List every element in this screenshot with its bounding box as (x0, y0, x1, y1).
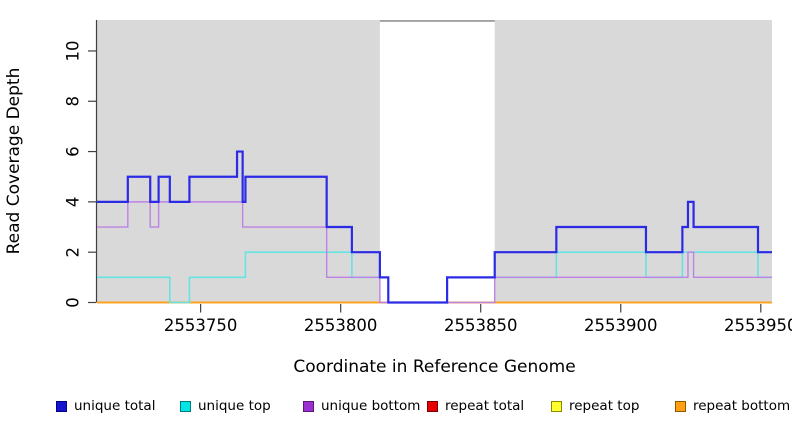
highlight-band (379, 21, 495, 303)
x-tick-label: 2553800 (304, 316, 378, 335)
legend-swatch-repeat-top (551, 400, 562, 412)
series-line-unique-total (97, 150, 772, 304)
legend-item-unique-total: unique total (56, 396, 155, 416)
legend-label-repeat-bottom: repeat bottom (693, 398, 791, 414)
legend-label-unique-total: unique total (74, 398, 156, 414)
x-tick-label: 2553900 (584, 316, 658, 335)
x-tick-label: 2553950 (724, 316, 792, 335)
legend-swatch-unique-top (180, 400, 191, 412)
legend-label-repeat-top: repeat top (569, 398, 640, 414)
y-tick-label: 10 (64, 40, 83, 61)
y-tick-label: 6 (64, 146, 83, 157)
series-line-unique-bottom (97, 201, 772, 304)
legend-swatch-repeat-total (427, 400, 438, 412)
legend-label-repeat-total: repeat total (445, 398, 525, 414)
x-axis-title: Coordinate in Reference Genome (293, 357, 576, 377)
legend: unique total unique top unique bottom re… (0, 396, 792, 418)
legend-swatch-unique-bottom (303, 400, 314, 412)
y-tick-label: 2 (64, 247, 83, 258)
x-tick-label: 2553850 (444, 316, 518, 335)
legend-item-repeat-total: repeat total (427, 396, 524, 416)
coverage-plot: 2553750 2553800 2553850 2553900 2553950 0 2 4 6 8… (64, 20, 792, 335)
x-tick-label: 2553750 (164, 316, 238, 335)
legend-item-unique-bottom: unique bottom (303, 396, 420, 416)
legend-item-repeat-bottom: repeat bottom (675, 396, 790, 416)
y-tick-label: 8 (64, 96, 83, 107)
legend-swatch-unique-total (56, 400, 67, 412)
legend-label-unique-bottom: unique bottom (321, 398, 421, 414)
legend-swatch-repeat-bottom (675, 400, 686, 412)
y-tick-label: 0 (64, 297, 83, 308)
legend-label-unique-top: unique top (198, 398, 271, 414)
y-tick-label: 4 (64, 197, 83, 208)
legend-item-repeat-top: repeat top (551, 396, 639, 416)
legend-item-unique-top: unique top (180, 396, 271, 416)
